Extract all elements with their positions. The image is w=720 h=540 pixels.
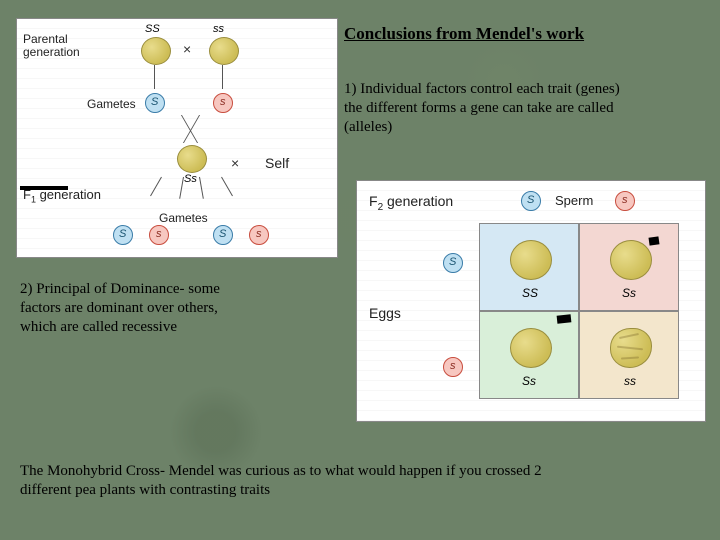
parental-generation-label: Parentalgeneration bbox=[23, 33, 80, 59]
conclusion-2-line1: 2) Principal of Dominance- some bbox=[20, 281, 220, 297]
arrow-2 bbox=[222, 65, 223, 89]
punnett-cell-Ss-bot: Ss bbox=[479, 311, 579, 399]
monohybrid-line1: The Monohybrid Cross- Mendel was curious… bbox=[20, 463, 542, 479]
cross-symbol-self: × bbox=[231, 155, 239, 171]
gametes-label-2: Gametes bbox=[159, 211, 208, 225]
gametes-label-1: Gametes bbox=[87, 97, 136, 111]
pea-Ss-top bbox=[610, 240, 652, 280]
gamete-S-text-1: S bbox=[151, 96, 158, 108]
conclusion-2-line3: which are called recessive bbox=[20, 319, 177, 335]
conclusion-2-line2: factors are dominant over others, bbox=[20, 300, 218, 316]
conclusions-title: Conclusions from Mendel's work bbox=[344, 24, 584, 44]
pea-SS bbox=[510, 240, 552, 280]
cross-symbol-parents: × bbox=[183, 41, 191, 57]
right-diagram-panel: F2 generation S Sperm s Eggs S s SS Ss S… bbox=[356, 180, 706, 422]
cursor-mark-1 bbox=[648, 236, 659, 245]
sperm-s-text: s bbox=[622, 194, 628, 206]
pea-ss-wrinkled bbox=[610, 328, 652, 368]
punnett-cell-Ss-top: Ss bbox=[579, 223, 679, 311]
wrinkle-2 bbox=[617, 346, 643, 351]
left-diagram-panel: Parentalgeneration SS × ss Gametes S s S… bbox=[16, 18, 338, 258]
monohybrid-cross-text: The Monohybrid Cross- Mendel was curious… bbox=[20, 462, 700, 500]
pea-Ss-bot bbox=[510, 328, 552, 368]
cell-SS-label: SS bbox=[522, 286, 538, 300]
cell-Ss-top-label: Ss bbox=[622, 286, 636, 300]
conclusion-1-line1: 1) Individual factors control each trait… bbox=[344, 81, 620, 97]
punnett-cell-SS: SS bbox=[479, 223, 579, 311]
gamete-s-text-1: s bbox=[220, 96, 226, 108]
f1-pea bbox=[177, 145, 207, 173]
gamete-S-text-2a: S bbox=[119, 228, 126, 240]
conclusion-1-line3: (alleles) bbox=[344, 119, 392, 135]
conclusion-1: 1) Individual factors control each trait… bbox=[344, 80, 704, 136]
conclusion-1-line2: the different forms a gene can take are … bbox=[344, 100, 614, 116]
monohybrid-line2: different pea plants with contrasting tr… bbox=[20, 482, 270, 498]
underline-mark-1 bbox=[20, 186, 68, 190]
sperm-S-text: S bbox=[527, 194, 534, 206]
self-label: Self bbox=[265, 155, 289, 171]
parent-left-allele: SS bbox=[145, 23, 160, 35]
gamete-s-text-2b: s bbox=[256, 228, 262, 240]
gamete-S-text-2b: S bbox=[219, 228, 226, 240]
cell-Ss-bot-label: Ss bbox=[522, 374, 536, 388]
punnett-cell-ss: ss bbox=[579, 311, 679, 399]
parental-pea-right bbox=[209, 37, 239, 65]
conclusion-2: 2) Principal of Dominance- some factors … bbox=[20, 280, 280, 336]
wrinkle-3 bbox=[621, 356, 639, 359]
egg-s-text: s bbox=[450, 360, 456, 372]
eggs-label: Eggs bbox=[369, 305, 401, 321]
cell-ss-label: ss bbox=[624, 374, 636, 388]
cursor-mark-2 bbox=[557, 314, 572, 323]
f2-generation-label: F2 generation bbox=[369, 193, 453, 213]
gamete-s-text-2a: s bbox=[156, 228, 162, 240]
egg-S-text: S bbox=[449, 256, 456, 268]
wrinkle-1 bbox=[619, 333, 639, 339]
sperm-label: Sperm bbox=[555, 193, 593, 208]
f1-allele: Ss bbox=[184, 173, 197, 185]
arrow-1 bbox=[154, 65, 155, 89]
parent-right-allele: ss bbox=[213, 23, 224, 35]
parental-pea-left bbox=[141, 37, 171, 65]
